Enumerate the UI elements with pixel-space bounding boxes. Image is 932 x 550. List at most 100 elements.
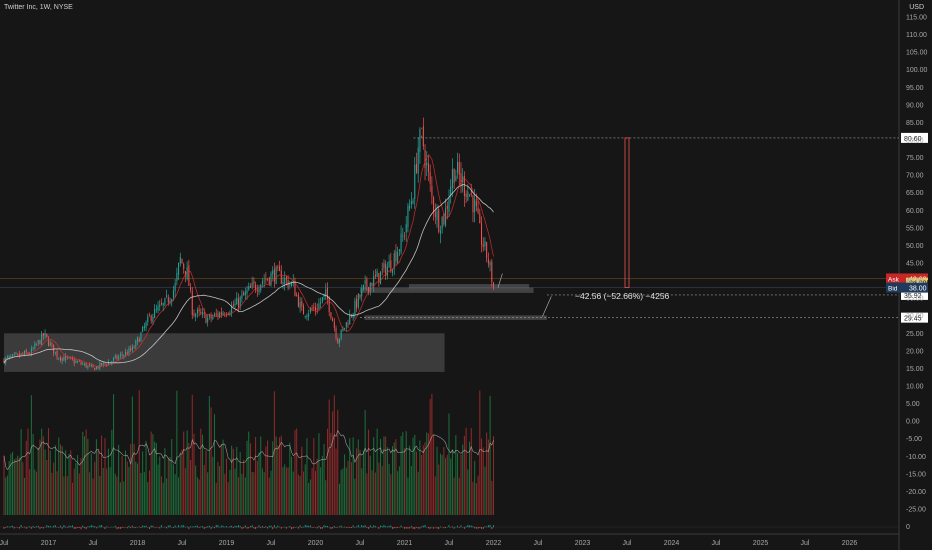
y-tick-label-28: -25.00 — [906, 507, 926, 514]
osc-bar-278 — [479, 527, 481, 529]
volume-bar-100 — [174, 474, 176, 515]
candle-body-55 — [97, 366, 99, 369]
volume-bar-116 — [202, 434, 204, 515]
candle-body-273 — [470, 193, 472, 195]
osc-bar-180 — [311, 527, 313, 528]
candle-body-79 — [138, 338, 140, 343]
volume-bar-110 — [191, 394, 193, 515]
y-tick-label-1: 110.00 — [906, 32, 927, 39]
candle-body-269 — [463, 176, 465, 196]
volume-bar-230 — [397, 471, 399, 515]
osc-bar-74 — [130, 527, 132, 529]
osc-bar-9 — [18, 527, 20, 529]
osc-bar-91 — [159, 527, 161, 529]
osc-bar-134 — [232, 527, 234, 529]
candle-body-71 — [125, 351, 127, 355]
osc-bar-240 — [414, 527, 416, 530]
osc-bar-231 — [398, 527, 400, 528]
osc-bar-46 — [82, 525, 84, 528]
candle-body-233 — [402, 236, 404, 237]
candle-body-136 — [236, 297, 238, 305]
osc-bar-105 — [183, 525, 185, 528]
volume-bar-137 — [237, 477, 239, 515]
volume-bar-81 — [142, 451, 144, 515]
volume-bar-104 — [181, 449, 183, 515]
volume-bar-232 — [400, 436, 402, 515]
osc-bar-12 — [24, 526, 26, 528]
volume-bar-67 — [118, 444, 120, 515]
osc-bar-158 — [273, 525, 275, 528]
candle-body-197 — [340, 329, 342, 339]
volume-bar-174 — [301, 446, 303, 515]
volume-bar-238 — [410, 465, 412, 515]
osc-bar-36 — [65, 526, 67, 528]
volume-bar-96 — [167, 457, 169, 515]
candle-body-257 — [443, 213, 445, 225]
osc-bar-207 — [357, 524, 359, 528]
volume-bar-231 — [398, 466, 400, 515]
osc-bar-263 — [453, 527, 455, 529]
volume-bar-39 — [70, 450, 72, 515]
osc-bar-177 — [306, 525, 308, 528]
osc-bar-282 — [486, 526, 488, 528]
volume-bar-19 — [36, 471, 38, 515]
volume-bar-233 — [402, 432, 404, 515]
y-tick-label-18: 25.00 — [906, 331, 924, 338]
osc-bar-103 — [179, 526, 181, 528]
y-tick-label-21: 10.00 — [906, 384, 924, 391]
osc-bar-20 — [37, 525, 39, 528]
osc-bar-121 — [210, 527, 212, 529]
volume-bar-16 — [30, 395, 32, 515]
osc-bar-250 — [431, 526, 433, 528]
volume-bar-33 — [59, 444, 61, 515]
osc-bar-4 — [10, 526, 12, 528]
candle-body-225 — [388, 261, 390, 268]
osc-bar-148 — [256, 527, 258, 528]
osc-bar-215 — [371, 527, 373, 529]
bid-price-tag-bg — [906, 282, 928, 293]
candle-body-172 — [297, 294, 299, 307]
osc-bar-269 — [463, 527, 465, 529]
volume-bar-244 — [421, 454, 423, 515]
candle-body-35 — [63, 357, 65, 361]
y-tick-label-12: 55.00 — [906, 225, 924, 232]
volume-bar-40 — [71, 482, 73, 515]
y-tick-label-10: 65.00 — [906, 190, 924, 197]
osc-bar-249 — [429, 527, 431, 529]
candle-body-33 — [59, 357, 61, 361]
ma-slow-line — [3, 184, 494, 364]
osc-bar-49 — [87, 526, 89, 528]
volume-bar-92 — [160, 476, 162, 515]
osc-bar-89 — [155, 527, 157, 528]
volume-bar-89 — [155, 443, 157, 515]
osc-bar-149 — [258, 525, 260, 528]
candle-body-242 — [417, 147, 419, 174]
osc-bar-135 — [234, 525, 236, 528]
volume-bar-71 — [125, 450, 127, 515]
volume-bar-91 — [159, 456, 161, 515]
osc-bar-170 — [294, 527, 296, 528]
osc-bar-110 — [191, 526, 193, 528]
volume-bar-135 — [234, 468, 236, 515]
volume-bar-12 — [24, 477, 26, 515]
volume-bar-21 — [39, 439, 41, 515]
volume-bar-106 — [184, 468, 186, 515]
osc-bar-124 — [215, 524, 217, 528]
candle-body-43 — [77, 361, 79, 363]
volume-bar-9 — [18, 457, 20, 515]
volume-bar-76 — [133, 443, 135, 515]
candle-body-186 — [321, 297, 323, 302]
osc-bar-87 — [152, 525, 154, 528]
osc-bar-184 — [318, 525, 320, 528]
osc-bar-166 — [287, 526, 289, 528]
volume-bar-165 — [285, 467, 287, 515]
osc-bar-42 — [75, 527, 77, 529]
candle-body-120 — [208, 314, 210, 317]
candle-body-171 — [296, 294, 298, 296]
volume-bar-229 — [395, 439, 397, 515]
candle-body-181 — [313, 307, 315, 309]
osc-bar-280 — [482, 527, 484, 529]
candle-body-66 — [116, 355, 118, 360]
candle-body-215 — [371, 283, 373, 287]
